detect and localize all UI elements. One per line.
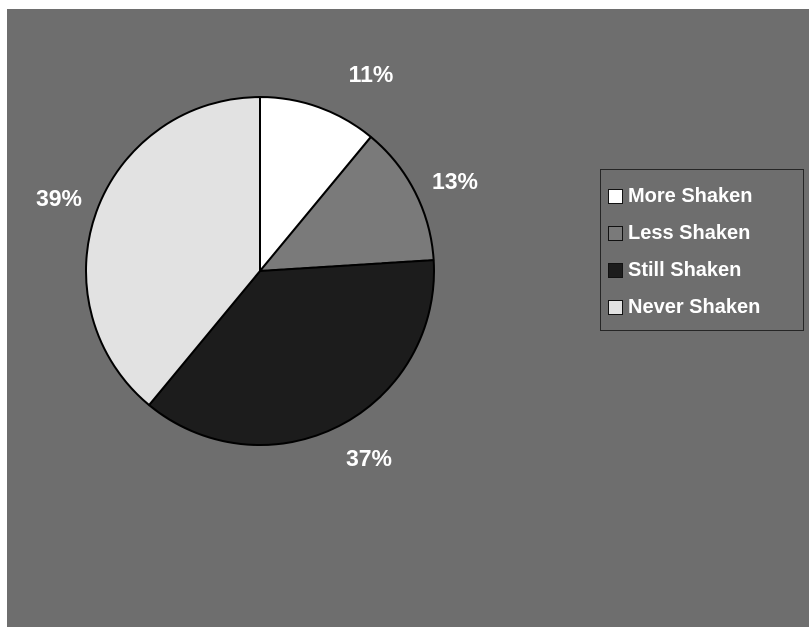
legend-label: Never Shaken	[628, 296, 761, 318]
legend-swatch	[608, 263, 623, 278]
slice-percent-label: 11%	[349, 61, 394, 87]
legend: More Shaken Less Shaken Still Shaken Nev…	[600, 169, 804, 331]
legend-item-less-shaken: Less Shaken	[608, 215, 803, 252]
pie-slice-more-shaken	[259, 96, 372, 272]
legend-item-more-shaken: More Shaken	[608, 178, 803, 215]
slice-percent-label: 37%	[346, 445, 392, 471]
slice-percent-label: 39%	[36, 185, 82, 211]
legend-item-never-shaken: Never Shaken	[608, 289, 803, 326]
chart-panel: 11% 13% 37% 39% More Shaken Less Shaken Sti…	[7, 9, 809, 627]
legend-swatch	[608, 226, 623, 241]
slice-percent-label: 13%	[432, 168, 478, 194]
legend-item-still-shaken: Still Shaken	[608, 252, 803, 289]
pie-chart: 11% 13% 37% 39%	[36, 61, 478, 471]
pie-slice-less-shaken	[259, 135, 435, 272]
legend-label: More Shaken	[628, 185, 753, 207]
pie-slice-still-shaken	[148, 259, 436, 447]
legend-label: Still Shaken	[628, 259, 742, 281]
legend-swatch	[608, 300, 623, 315]
pie-slice-never-shaken	[85, 96, 261, 407]
legend-label: Less Shaken	[628, 222, 751, 244]
legend-swatch	[608, 189, 623, 204]
